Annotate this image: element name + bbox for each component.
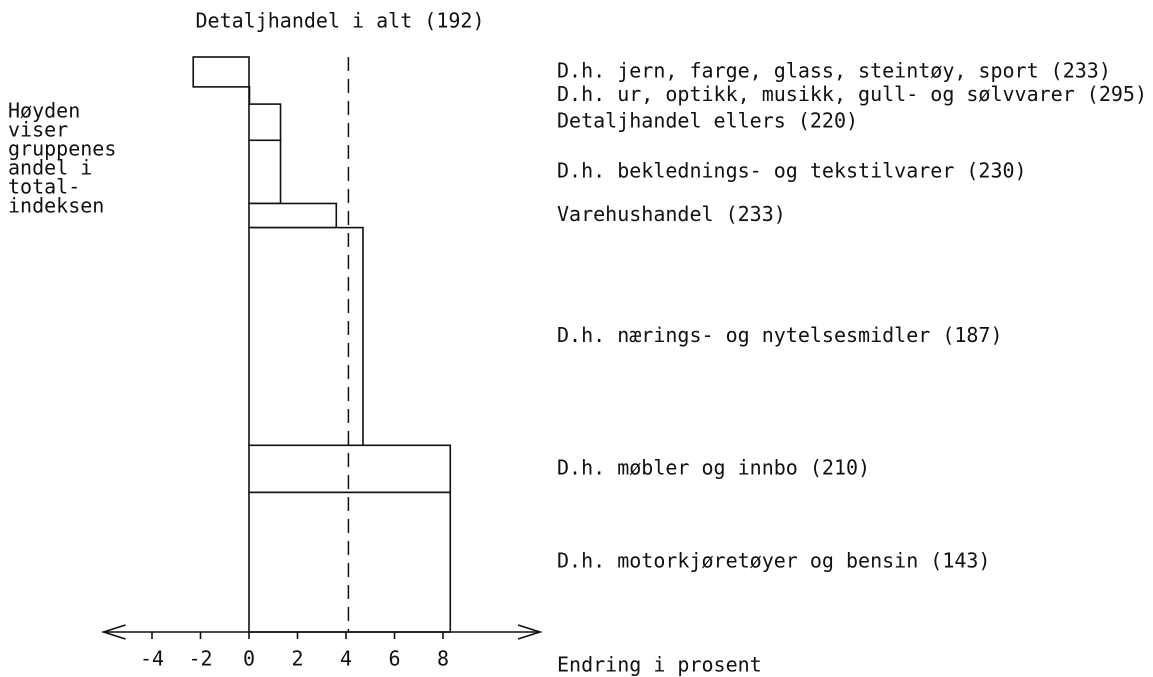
axis-arrow (517, 624, 543, 640)
category-label: Detaljhandel ellers (220) (557, 109, 858, 133)
y-note: total- (8, 175, 80, 199)
x-tick-label: -4 (140, 647, 164, 671)
bar (248, 491, 452, 633)
x-tick-label: 4 (340, 647, 352, 671)
x-tick-label: 6 (388, 647, 400, 671)
x-tick-label: 2 (291, 647, 303, 671)
bar (248, 86, 251, 105)
x-tick-label: -2 (188, 647, 212, 671)
bar (248, 202, 338, 229)
bar (248, 103, 282, 142)
y-note: andel i (8, 156, 92, 180)
category-label: D.h. jern, farge, glass, steintøy, sport… (557, 58, 1111, 82)
x-axis-label: Endring i prosent (557, 653, 762, 677)
x-tick-label: 0 (243, 647, 255, 671)
y-note: viser (8, 118, 68, 142)
y-note: gruppenes (8, 137, 116, 161)
category-label: D.h. beklednings- og tekstilvarer (230) (557, 158, 1027, 182)
bar (248, 226, 364, 447)
x-tick-label: 8 (437, 647, 449, 671)
bar (248, 444, 452, 494)
category-label: D.h. motorkjøretøyer og bensin (143) (557, 549, 990, 573)
category-label: D.h. møbler og innbo (210) (557, 455, 870, 479)
y-note: Høyden (8, 99, 80, 123)
category-label: D.h. ur, optikk, musikk, gull- og sølvva… (557, 82, 1147, 106)
chart-title: Detaljhandel i alt (192) (196, 9, 485, 33)
y-note: indeksen (8, 194, 104, 218)
axis-arrow (100, 624, 126, 640)
category-label: Varehushandel (233) (557, 202, 786, 226)
bar (248, 139, 282, 205)
bar (192, 56, 250, 88)
category-label: D.h. nærings- og nytelsesmidler (187) (557, 323, 1003, 347)
